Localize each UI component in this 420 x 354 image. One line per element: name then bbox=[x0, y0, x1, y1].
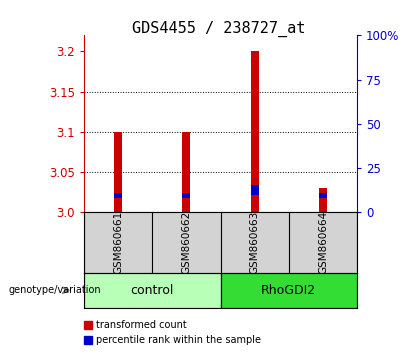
Bar bbox=[220, 273, 357, 308]
Text: RhoGDI2: RhoGDI2 bbox=[261, 284, 316, 297]
Bar bbox=[251, 185, 259, 195]
Text: control: control bbox=[131, 284, 174, 297]
Text: GSM860662: GSM860662 bbox=[181, 211, 192, 274]
Bar bbox=[114, 193, 122, 198]
Bar bbox=[251, 51, 259, 212]
Bar bbox=[319, 188, 327, 212]
Text: GDS4455 / 238727_at: GDS4455 / 238727_at bbox=[132, 21, 305, 38]
Bar bbox=[84, 273, 220, 308]
Bar bbox=[319, 193, 327, 198]
Text: genotype/variation: genotype/variation bbox=[8, 285, 101, 295]
Legend: transformed count, percentile rank within the sample: transformed count, percentile rank withi… bbox=[81, 316, 265, 349]
Bar bbox=[182, 193, 191, 198]
Text: GSM860663: GSM860663 bbox=[249, 211, 260, 274]
Bar bbox=[182, 132, 191, 212]
Bar bbox=[114, 132, 122, 212]
Text: GSM860664: GSM860664 bbox=[318, 211, 328, 274]
Text: GSM860661: GSM860661 bbox=[113, 211, 123, 274]
